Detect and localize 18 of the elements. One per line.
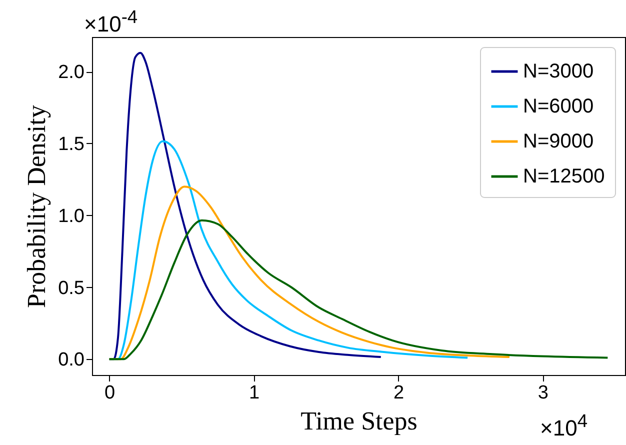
y-tick-label: 0.5	[58, 278, 84, 299]
y-tick-label: 1.0	[58, 206, 84, 227]
line-series	[108, 219, 609, 360]
legend-label: N=3000	[523, 60, 594, 82]
y-axis-title: Probability Density	[22, 105, 52, 308]
x-tick-label: 2	[393, 382, 404, 404]
legend-label: N=6000	[523, 96, 594, 118]
text: ×10$^{-4}$	[84, 6, 138, 38]
y-tick-label: 1.5	[58, 134, 84, 155]
legend-label: N=12500	[523, 166, 605, 188]
text: ×10$^{4}$	[540, 410, 588, 442]
x-tick-label: 3	[538, 382, 548, 404]
y-tick-label: 0.0	[58, 350, 84, 371]
x-tick-label: 0	[104, 382, 116, 404]
x-axis-title: Time Steps	[300, 406, 418, 436]
x-tick-label: 1	[248, 382, 260, 404]
legend-label: N=9000	[523, 130, 594, 152]
y-tick-label: 2.0	[58, 62, 84, 84]
